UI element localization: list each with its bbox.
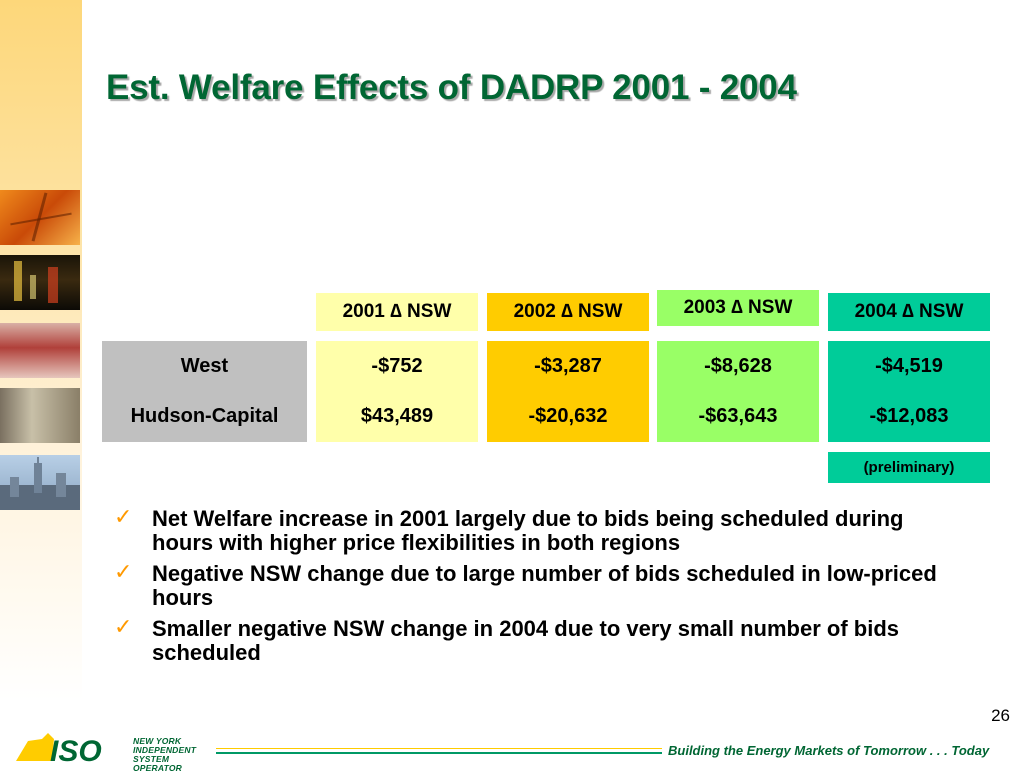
row-labels-column: West Hudson-Capital: [102, 341, 307, 442]
nyiso-logo: ISO NEW YORK INDEPENDENT SYSTEM OPERATOR: [14, 731, 214, 773]
value-hudson-capital-2002: -$20,632: [528, 405, 608, 428]
row-label-hudson-capital: Hudson-Capital: [130, 405, 279, 428]
bullet-text: Smaller negative NSW change in 2004 due …: [152, 616, 900, 665]
header-2001: 2001 ∆ NSW: [316, 293, 478, 331]
nyiso-logo-icon: ISO: [16, 733, 102, 767]
bullet-item: ✓ Net Welfare increase in 2001 largely d…: [112, 504, 952, 555]
value-west-2004: -$4,519: [875, 354, 943, 377]
value-west-2003: -$8,628: [704, 354, 772, 377]
motion-blur-photo: [0, 323, 80, 378]
bullet-text: Net Welfare increase in 2001 largely due…: [152, 506, 904, 555]
city-night-photo: [0, 255, 80, 310]
value-west-2002: -$3,287: [534, 354, 602, 377]
header-2002: 2002 ∆ NSW: [487, 293, 649, 331]
bullet-list: ✓ Net Welfare increase in 2001 largely d…: [112, 504, 952, 672]
column-2003: -$8,628 -$63,643: [657, 341, 819, 442]
footer-divider: [216, 748, 662, 754]
bullet-item: ✓ Negative NSW change due to large numbe…: [112, 559, 952, 610]
checkmark-icon: ✓: [114, 614, 133, 639]
value-hudson-capital-2001: $43,489: [360, 405, 434, 428]
checkmark-icon: ✓: [114, 559, 133, 584]
control-room-photo: [0, 388, 80, 443]
skyline-icon: [0, 457, 80, 510]
page-number: 26: [991, 706, 1010, 725]
header-2004: 2004 ∆ NSW: [828, 293, 990, 331]
skyline-photo: [0, 455, 80, 510]
logo-mark-text: ISO: [50, 735, 102, 767]
row-label-west: West: [180, 354, 229, 377]
bullet-text: Negative NSW change due to large number …: [152, 561, 937, 610]
value-hudson-capital-2004: -$12,083: [869, 405, 949, 428]
preliminary-note: (preliminary): [828, 452, 990, 483]
column-2002: -$3,287 -$20,632: [487, 341, 649, 442]
footer-tagline: Building the Energy Markets of Tomorrow …: [668, 743, 990, 758]
value-hudson-capital-2003: -$63,643: [698, 405, 778, 428]
transmission-tower-photo: [0, 190, 80, 245]
column-2001: -$752 $43,489: [316, 341, 478, 442]
bullet-item: ✓ Smaller negative NSW change in 2004 du…: [112, 614, 952, 665]
header-2003: 2003 ∆ NSW: [657, 290, 819, 326]
column-2004: -$4,519 -$12,083: [828, 341, 990, 442]
slide-title: Est. Welfare Effects of DADRP 2001 - 200…: [106, 68, 797, 107]
checkmark-icon: ✓: [114, 504, 133, 529]
value-west-2001: -$752: [371, 354, 423, 377]
